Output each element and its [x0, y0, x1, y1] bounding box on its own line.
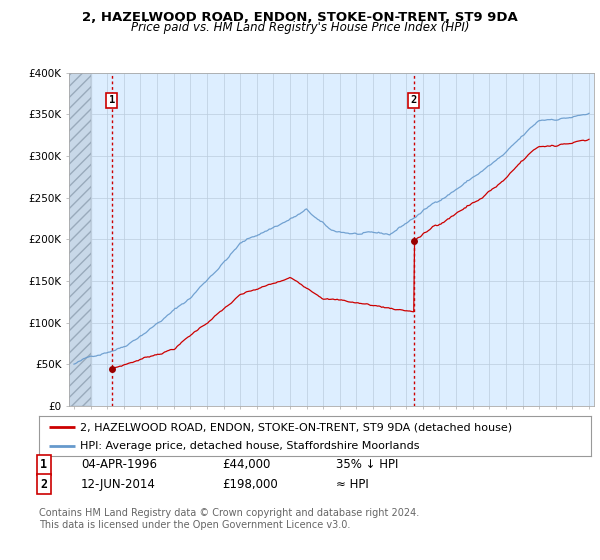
Text: 2: 2	[40, 478, 47, 491]
Text: HPI: Average price, detached house, Staffordshire Moorlands: HPI: Average price, detached house, Staf…	[80, 441, 420, 451]
Text: 12-JUN-2014: 12-JUN-2014	[81, 478, 156, 491]
Bar	[69, 73, 91, 406]
Text: ≈ HPI: ≈ HPI	[336, 478, 369, 491]
Text: 04-APR-1996: 04-APR-1996	[81, 458, 157, 472]
Bar	[69, 73, 91, 406]
Text: 2: 2	[410, 95, 417, 105]
Text: Contains HM Land Registry data © Crown copyright and database right 2024.
This d: Contains HM Land Registry data © Crown c…	[39, 508, 419, 530]
Text: £44,000: £44,000	[222, 458, 271, 472]
Text: 35% ↓ HPI: 35% ↓ HPI	[336, 458, 398, 472]
Text: 1: 1	[40, 458, 47, 472]
Text: Price paid vs. HM Land Registry's House Price Index (HPI): Price paid vs. HM Land Registry's House …	[131, 21, 469, 34]
Text: 2, HAZELWOOD ROAD, ENDON, STOKE-ON-TRENT, ST9 9DA: 2, HAZELWOOD ROAD, ENDON, STOKE-ON-TRENT…	[82, 11, 518, 24]
Text: £198,000: £198,000	[222, 478, 278, 491]
Text: 1: 1	[109, 95, 115, 105]
Text: 2, HAZELWOOD ROAD, ENDON, STOKE-ON-TRENT, ST9 9DA (detached house): 2, HAZELWOOD ROAD, ENDON, STOKE-ON-TRENT…	[80, 422, 512, 432]
